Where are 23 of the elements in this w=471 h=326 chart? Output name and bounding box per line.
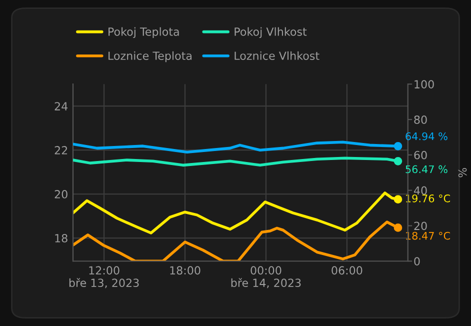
legend-label: Loznice Vlhkost	[234, 51, 320, 60]
y2-tick-label: 100	[414, 80, 434, 88]
y2-tick-label: 20	[414, 222, 427, 230]
x-tick-label: 06:00	[332, 266, 362, 275]
x-tick-label: 18:00	[170, 266, 200, 275]
y2-tick-label: 40	[414, 186, 427, 195]
y2-tick-label: 0	[414, 257, 420, 266]
x-tick-label: 00:00 bře 14, 2023	[231, 266, 301, 288]
legend-label: Pokoj Vlhkost	[234, 27, 307, 38]
y2-axis-title: %	[458, 168, 467, 178]
y-tick-label: 22	[54, 146, 68, 154]
y-tick-label: 24	[54, 102, 68, 110]
data-label: 64.94 %	[406, 132, 448, 140]
y2-tick-label: 80	[414, 115, 427, 124]
y-tick-label: 20	[54, 190, 68, 198]
data-label: 18.47 °C	[406, 232, 450, 240]
y2-tick-label: 60	[414, 150, 427, 160]
x-tick-label: 12:00 bře 13, 2023	[69, 266, 139, 288]
data-label: 19.76 °C	[406, 194, 450, 202]
legend-label: Pokoj Teplota	[108, 27, 179, 38]
legend-label: Loznice Teplota	[108, 51, 192, 62]
y-tick-label: 18	[55, 234, 68, 242]
data-label: 56.47 %	[406, 165, 448, 174]
